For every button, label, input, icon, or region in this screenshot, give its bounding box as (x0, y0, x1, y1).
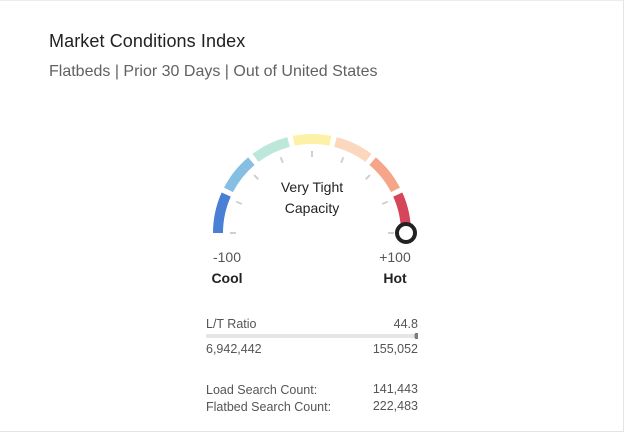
gauge-tick (365, 174, 371, 180)
market-gauge (213, 134, 417, 244)
lt-ratio-bar-marker (415, 333, 418, 339)
lt-ratio-bar (206, 333, 418, 339)
gauge-tick (340, 156, 345, 164)
loads-count: 6,942,442 (206, 342, 262, 356)
load-search-value: 141,443 (372, 382, 418, 396)
gauge-min-value: -100 (212, 249, 242, 265)
gauge-tick (381, 200, 389, 205)
gauge-segment (224, 157, 255, 193)
gauge-ticks (230, 151, 394, 234)
gauge-segment (334, 137, 372, 162)
gauge-max-label: Hot (383, 270, 407, 286)
flatbed-search-label: Flatbed Search Count: (206, 400, 332, 414)
gauge-segment (213, 192, 231, 234)
card-title: Market Conditions Index (49, 31, 246, 51)
gauge-tick (235, 200, 243, 205)
lt-ratio-value: 44.8 (393, 317, 418, 331)
lt-ratio-label: L/T Ratio (206, 317, 257, 331)
gauge-min-label: Cool (211, 270, 243, 286)
gauge-max-value: +100 (379, 249, 411, 265)
gauge-segment (369, 157, 400, 193)
flatbed-search-value: 222,483 (372, 399, 418, 413)
card-subtitle: Flatbeds | Prior 30 Days | Out of United… (49, 63, 378, 80)
gauge-indicator (395, 222, 417, 244)
gauge-tick (279, 156, 284, 164)
gauge-status-line1: Very Tight (280, 179, 344, 195)
trucks-count: 155,052 (372, 342, 418, 356)
gauge-status-line2: Capacity (284, 200, 340, 216)
gauge-segment (292, 134, 332, 146)
gauge-tick (253, 174, 259, 180)
gauge-segment (252, 137, 290, 162)
load-search-label: Load Search Count: (206, 383, 318, 397)
